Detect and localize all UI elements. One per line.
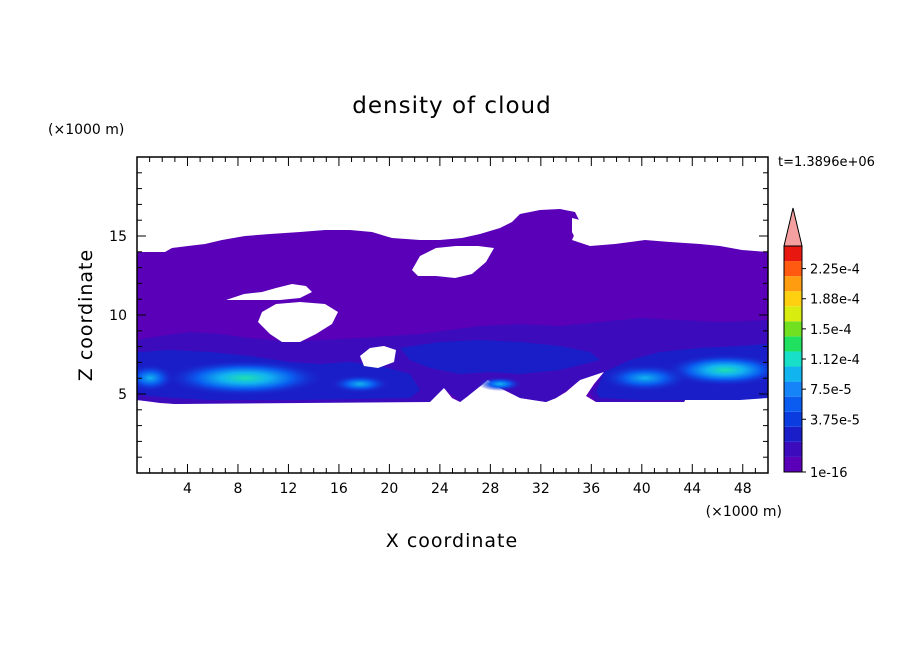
cloud-core-mid (330, 375, 390, 393)
x-tick-label: 24 (431, 481, 449, 497)
clear-hole-3 (226, 284, 312, 300)
y-axis-ticks: 5 10 15 (109, 172, 768, 458)
colorbar-segment (784, 381, 802, 397)
y-tick-label: 5 (118, 387, 127, 403)
colorbar-segment (784, 411, 802, 427)
colorbar-segment (784, 396, 802, 412)
y-tick-label: 15 (109, 229, 127, 245)
x-axis-ticks: 4 8 12 16 20 24 28 32 36 40 44 48 (149, 157, 756, 497)
x-unit-label: (×1000 m) (706, 504, 782, 520)
colorbar-label: 1.88e-4 (810, 293, 860, 308)
x-tick-label: 36 (582, 481, 600, 497)
x-tick-label: 44 (683, 481, 701, 497)
colorbar-label: 3.75e-5 (810, 413, 860, 428)
clear-hole-1 (412, 246, 494, 278)
x-tick-label: 16 (330, 481, 348, 497)
colorbar-label: 7.5e-5 (810, 383, 852, 398)
colorbar-extend-arrow (783, 207, 803, 247)
colorbar-label: 1.5e-4 (810, 323, 852, 338)
y-unit-label: (×1000 m) (48, 122, 124, 138)
clear-hole-2 (258, 302, 338, 342)
cloud-core-left (165, 360, 325, 396)
chart-title: density of cloud (352, 93, 551, 119)
x-tick-label: 20 (380, 481, 398, 497)
cloud-field (137, 209, 768, 404)
y-axis-label: Z coordinate (75, 249, 97, 381)
colorbar: 2.25e-4 1.88e-4 1.5e-4 1.12e-4 7.5e-5 3.75e-5… (783, 207, 860, 481)
time-label: t=1.3896e+06 (778, 155, 875, 170)
x-tick-label: 32 (532, 481, 550, 497)
colorbar-segment (784, 321, 802, 337)
cloud-core-mid-2 (478, 377, 522, 391)
x-tick-label: 48 (734, 481, 752, 497)
colorbar-segment (784, 306, 802, 322)
cloud-core-right (665, 354, 768, 386)
colorbar-segment (784, 426, 802, 442)
cloud-core-right-2 (600, 364, 690, 392)
colorbar-segment (784, 351, 802, 367)
colorbar-label: 1.12e-4 (810, 353, 860, 368)
y-tick-label: 10 (109, 308, 127, 324)
clear-hole-5 (572, 218, 580, 240)
colorbar-segment (784, 336, 802, 352)
colorbar-segment (784, 366, 802, 382)
x-tick-label: 28 (481, 481, 499, 497)
x-tick-label: 8 (233, 481, 242, 497)
colorbar-label: 2.25e-4 (810, 263, 860, 278)
cloud-region-mid (400, 340, 600, 374)
x-tick-label: 12 (280, 481, 298, 497)
cloud-core-far-left (137, 364, 175, 392)
x-axis-label: X coordinate (386, 530, 518, 552)
colorbar-segment (784, 246, 802, 262)
clear-hole-4 (360, 346, 396, 368)
colorbar-segment (784, 291, 802, 307)
x-tick-label: 4 (183, 481, 192, 497)
colorbar-segment (784, 456, 802, 472)
colorbar-label: 1e-16 (810, 466, 848, 481)
colorbar-segment (784, 441, 802, 457)
x-tick-label: 40 (633, 481, 651, 497)
colorbar-segment (784, 276, 802, 292)
colorbar-segment (784, 261, 802, 277)
